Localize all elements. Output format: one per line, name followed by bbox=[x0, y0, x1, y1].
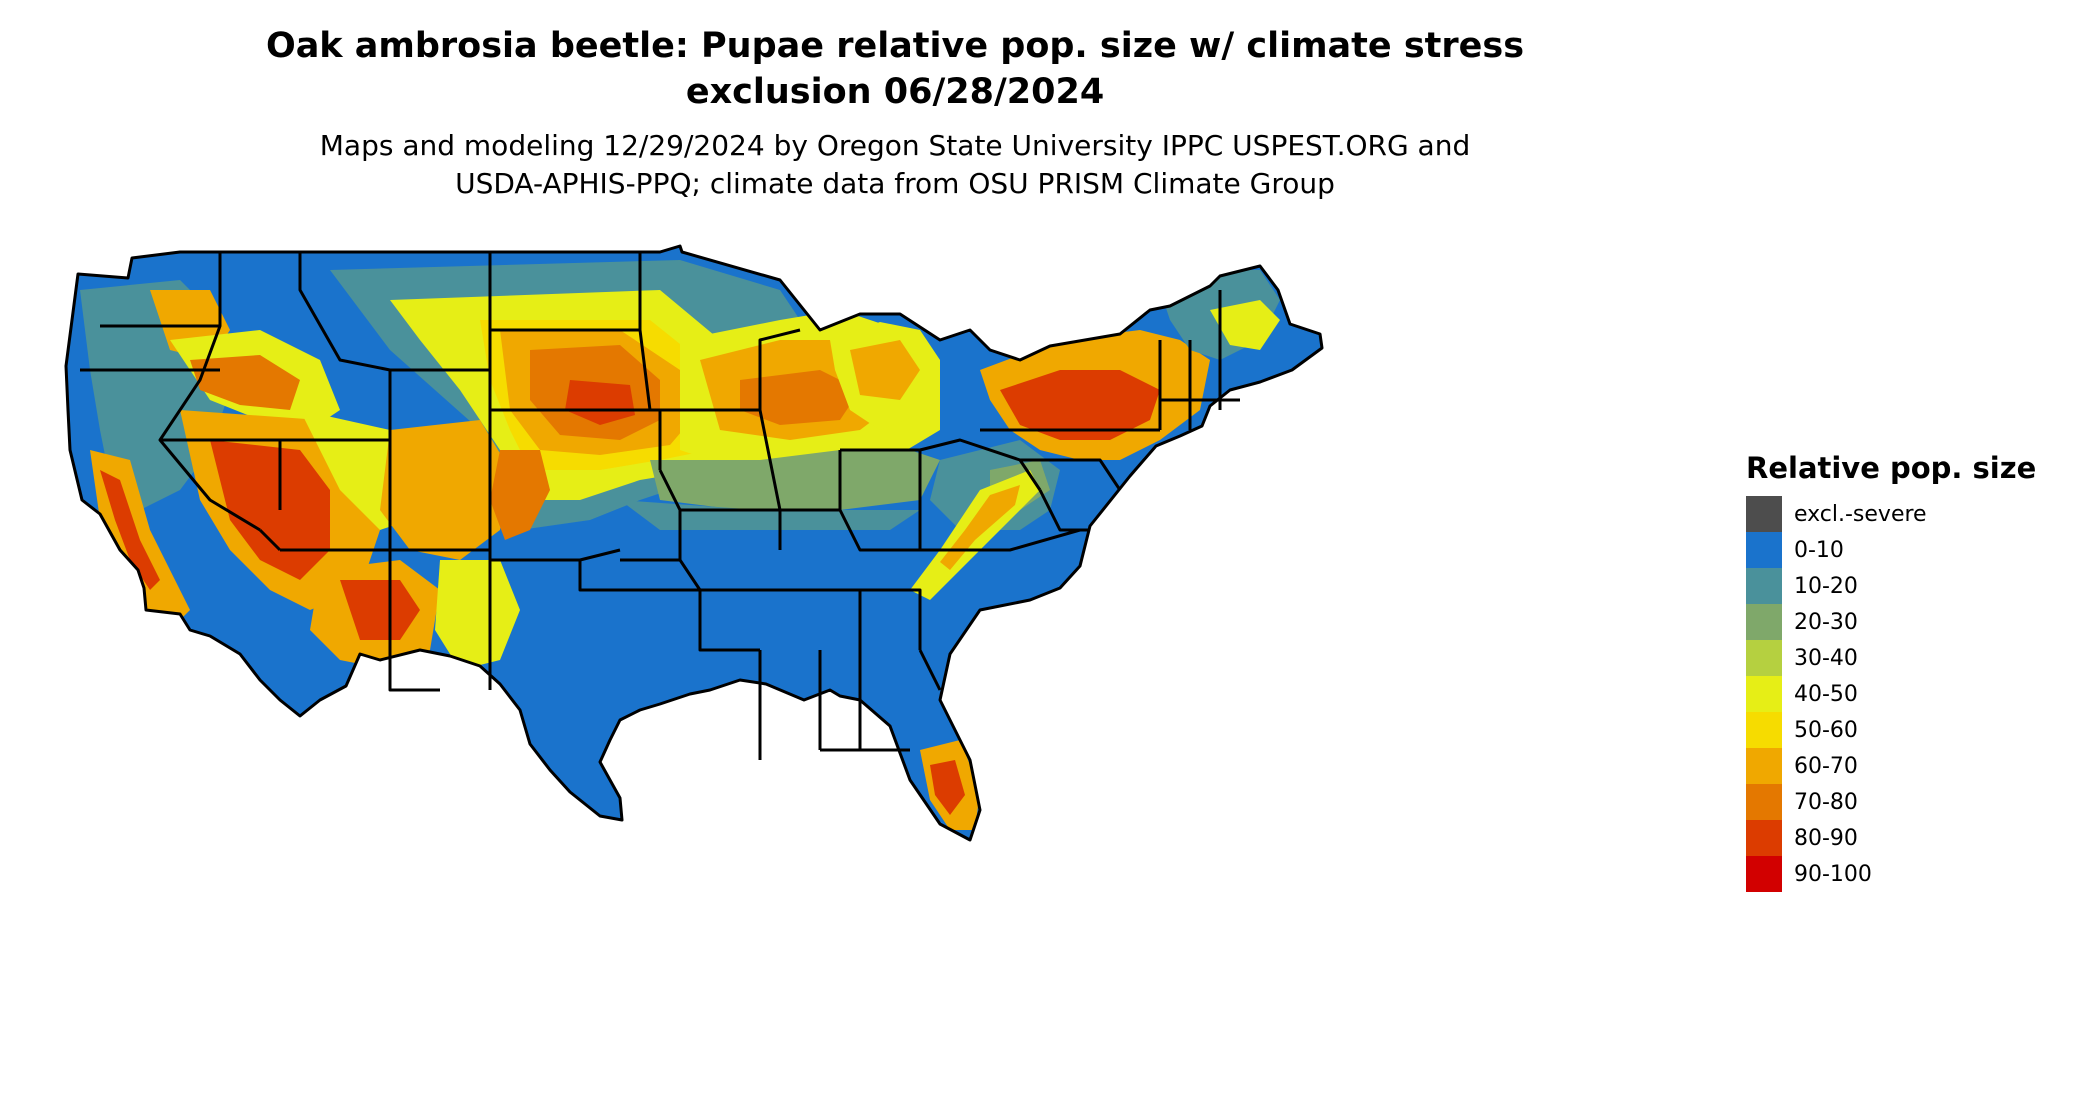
legend-item: 20-30 bbox=[1746, 604, 2066, 640]
legend-label: excl.-severe bbox=[1794, 501, 1927, 527]
legend-label: 40-50 bbox=[1794, 681, 1858, 707]
legend-swatch bbox=[1746, 784, 1782, 820]
legend-swatch bbox=[1746, 640, 1782, 676]
legend-items: excl.-severe 0-10 10-20 20-30 30-40 40-50 50-6… bbox=[1746, 496, 2066, 892]
legend-label: 30-40 bbox=[1794, 645, 1858, 671]
legend-label: 60-70 bbox=[1794, 753, 1858, 779]
map-subtitle-line-2: USDA-APHIS-PPQ; climate data from OSU PR… bbox=[455, 167, 1335, 200]
legend-swatch bbox=[1746, 676, 1782, 712]
legend-item: 80-90 bbox=[1746, 820, 2066, 856]
legend-label: 50-60 bbox=[1794, 717, 1858, 743]
legend-swatch bbox=[1746, 568, 1782, 604]
legend-item: 10-20 bbox=[1746, 568, 2066, 604]
relative-pop-size-raster bbox=[66, 246, 1322, 840]
legend-item: 40-50 bbox=[1746, 676, 2066, 712]
legend-title: Relative pop. size bbox=[1746, 451, 2037, 485]
legend-label: 0-10 bbox=[1794, 537, 1844, 563]
legend-swatch bbox=[1746, 532, 1782, 568]
legend-swatch bbox=[1746, 496, 1782, 532]
legend-item: 50-60 bbox=[1746, 712, 2066, 748]
conus-map bbox=[64, 244, 1324, 842]
legend-swatch bbox=[1746, 748, 1782, 784]
legend-item: 0-10 bbox=[1746, 532, 2066, 568]
legend-item: excl.-severe bbox=[1746, 496, 2066, 532]
legend-item: 90-100 bbox=[1746, 856, 2066, 892]
legend-swatch bbox=[1746, 856, 1782, 892]
legend-swatch bbox=[1746, 820, 1782, 856]
map-subtitle-line-1: Maps and modeling 12/29/2024 by Oregon S… bbox=[319, 129, 1471, 162]
state-boundaries bbox=[64, 244, 1324, 842]
legend-label: 70-80 bbox=[1794, 789, 1858, 815]
map-title-line-1: Oak ambrosia beetle: Pupae relative pop.… bbox=[265, 26, 1525, 66]
legend-swatch bbox=[1746, 604, 1782, 640]
legend-item: 60-70 bbox=[1746, 748, 2066, 784]
legend-item: 70-80 bbox=[1746, 784, 2066, 820]
legend-label: 90-100 bbox=[1794, 861, 1872, 887]
map-legend: Relative pop. size excl.-severe 0-10 10-20… bbox=[1746, 450, 2066, 892]
legend-item: 30-40 bbox=[1746, 640, 2066, 676]
map-title-line-2: exclusion 06/28/2024 bbox=[685, 72, 1105, 112]
legend-label: 10-20 bbox=[1794, 573, 1858, 599]
legend-swatch bbox=[1746, 712, 1782, 748]
legend-label: 20-30 bbox=[1794, 609, 1858, 635]
legend-label: 80-90 bbox=[1794, 825, 1858, 851]
